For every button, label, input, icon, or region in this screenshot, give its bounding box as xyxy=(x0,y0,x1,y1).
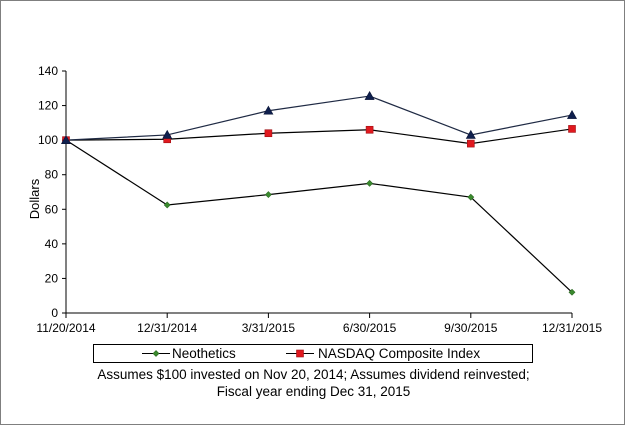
y-tick-label: 140 xyxy=(38,64,58,78)
legend: Neothetics NASDAQ Composite Index xyxy=(93,344,533,363)
data-point xyxy=(466,139,475,148)
x-tick-label: 6/30/2015 xyxy=(343,321,397,335)
legend-swatch-nasdaq xyxy=(286,349,314,358)
y-tick-label: 0 xyxy=(51,306,58,320)
legend-swatch-neothetics xyxy=(142,350,170,357)
data-point xyxy=(60,135,72,144)
y-tick-label: 80 xyxy=(45,168,59,182)
data-point xyxy=(365,125,374,134)
series-line-1 xyxy=(65,128,573,145)
y-tick-label: 120 xyxy=(38,99,58,113)
line-chart: 0 20 40 60 80 100 120 140 11/20/2014 12/31/2014 3/… xyxy=(27,64,602,335)
data-point xyxy=(264,191,272,199)
legend-label: Neothetics xyxy=(172,346,236,361)
data-point xyxy=(162,129,173,139)
footnote: Assumes $100 invested on Nov 20, 2014; A… xyxy=(1,366,625,400)
y-tick-label: 60 xyxy=(45,202,59,216)
series-line-2 xyxy=(65,95,573,141)
data-point xyxy=(366,179,374,187)
y-tick-label: 20 xyxy=(45,271,59,285)
x-tick-label: 3/31/2015 xyxy=(242,321,296,335)
series-layer xyxy=(60,90,578,296)
legend-label: NASDAQ Composite Index xyxy=(318,346,481,361)
data-point xyxy=(364,90,375,100)
x-tick-label: 11/20/2014 xyxy=(36,321,95,335)
y-axis-title: Dollars xyxy=(27,178,42,219)
data-point xyxy=(467,193,475,201)
data-point xyxy=(465,129,476,139)
footnote-line: Assumes $100 invested on Nov 20, 2014; A… xyxy=(97,367,530,382)
data-point xyxy=(566,109,578,119)
y-tick-label: 40 xyxy=(45,237,59,251)
data-point xyxy=(568,125,576,133)
x-tick-label: 12/31/2015 xyxy=(542,321,602,335)
data-point xyxy=(163,201,171,209)
axes: 0 20 40 60 80 100 120 140 11/20/2014 12/31/2014 3/… xyxy=(36,64,602,335)
y-tick-label: 100 xyxy=(38,133,58,147)
x-tick-label: 12/31/2014 xyxy=(137,321,197,335)
x-tick-label: 9/30/2015 xyxy=(444,321,498,335)
footnote-line: Fiscal year ending Dec 31, 2015 xyxy=(216,384,411,399)
data-point xyxy=(264,129,273,138)
data-point xyxy=(568,288,576,296)
data-point xyxy=(263,105,274,115)
series-line-0 xyxy=(65,139,573,293)
